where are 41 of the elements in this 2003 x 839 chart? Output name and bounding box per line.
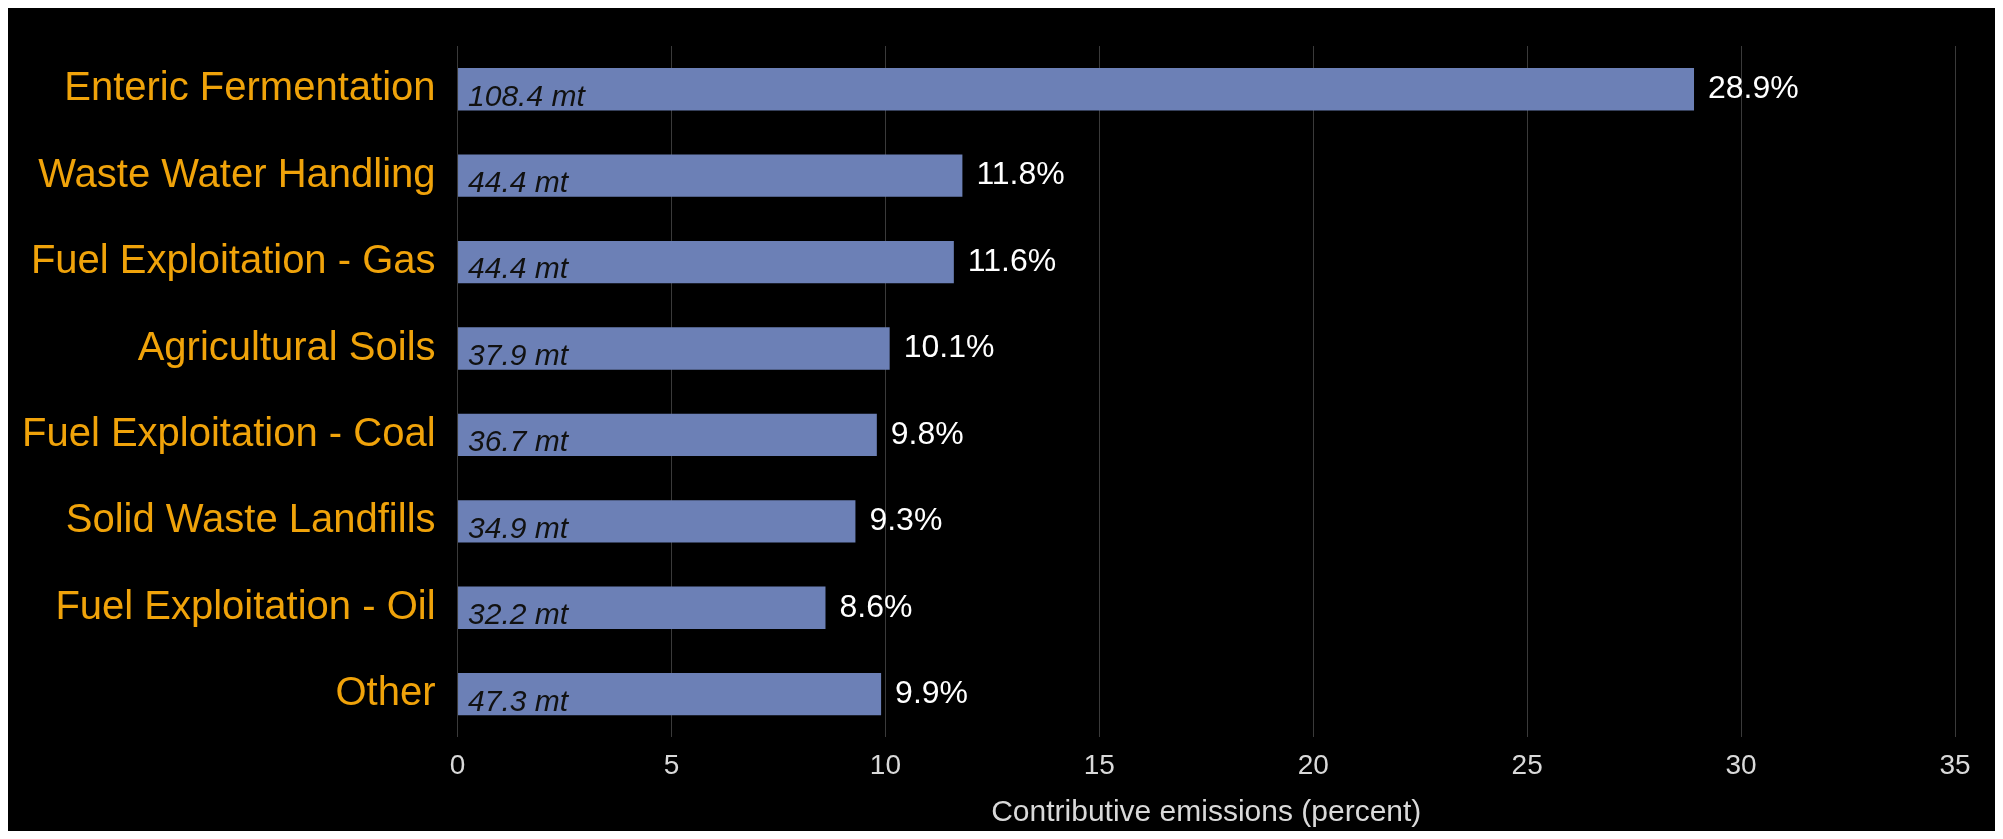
bar bbox=[458, 413, 877, 457]
bar bbox=[458, 240, 954, 284]
data-label: 28.9% bbox=[1708, 69, 1799, 106]
annotation: 44.4 mt bbox=[468, 251, 570, 285]
data-label: 11.6% bbox=[967, 241, 1057, 278]
bar bbox=[458, 673, 882, 716]
x-tick-label: 5 bbox=[663, 748, 680, 780]
annotation: 32.2 mt bbox=[468, 597, 570, 631]
annotation: 37.9 mt bbox=[468, 337, 570, 371]
data-label: 9.8% bbox=[890, 414, 964, 451]
data-label: 11.8% bbox=[976, 155, 1065, 192]
x-tick-label: 25 bbox=[1511, 748, 1543, 780]
y-tick-label: Agricultural Soils bbox=[137, 323, 436, 368]
x-tick-label: 30 bbox=[1725, 748, 1757, 780]
bar bbox=[458, 586, 826, 629]
x-axis-title: Contributive emissions (percent) bbox=[991, 794, 1422, 828]
data-label: 9.3% bbox=[869, 501, 943, 538]
y-tick-label: Enteric Fermentation bbox=[64, 64, 436, 109]
bar bbox=[458, 68, 1695, 111]
annotation: 108.4 mt bbox=[468, 78, 587, 112]
annotation: 47.3 mt bbox=[468, 683, 570, 717]
bar bbox=[458, 327, 890, 370]
y-tick-label: Fuel Exploitation - Gas bbox=[30, 237, 436, 282]
y-tick-label: Waste Water Handling bbox=[38, 150, 436, 195]
x-tick-label: 20 bbox=[1297, 748, 1329, 780]
x-tick-label: 15 bbox=[1083, 748, 1115, 780]
annotation: 44.4 mt bbox=[468, 164, 570, 198]
data-label: 9.9% bbox=[895, 674, 969, 711]
annotation: 34.9 mt bbox=[468, 510, 570, 544]
y-tick-label: Solid Waste Landfills bbox=[65, 496, 436, 541]
bar bbox=[458, 154, 963, 197]
data-label: 8.6% bbox=[839, 587, 913, 624]
y-tick-label: Fuel Exploitation - Oil bbox=[55, 582, 436, 627]
bar bbox=[458, 500, 856, 543]
x-tick-label: 0 bbox=[449, 748, 466, 780]
data-label: 10.1% bbox=[903, 328, 995, 365]
annotation: 36.7 mt bbox=[468, 424, 570, 458]
x-tick-label: 10 bbox=[869, 748, 901, 780]
y-tick-label: Other bbox=[335, 669, 436, 714]
y-tick-label: Fuel Exploitation - Coal bbox=[21, 409, 436, 454]
x-tick-label: 35 bbox=[1939, 748, 1971, 780]
